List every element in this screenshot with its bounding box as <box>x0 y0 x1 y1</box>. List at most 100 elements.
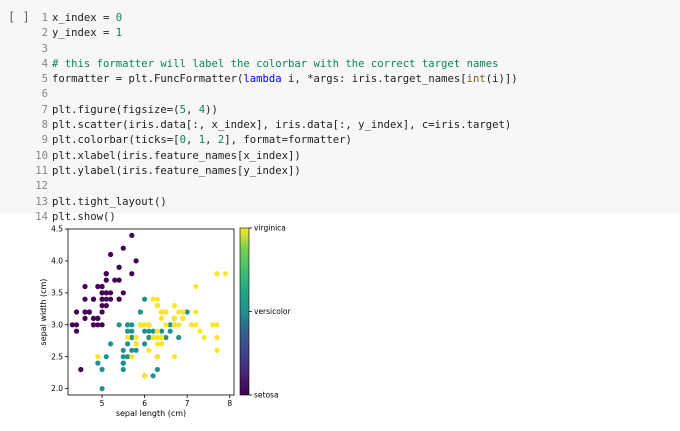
code-token: 0 <box>115 12 123 24</box>
code-line[interactable]: 2 y_index = 1 <box>30 26 518 41</box>
run-cell-button[interactable]: [ ] <box>8 10 30 24</box>
code-token: i, *args: iris.target_names[ <box>281 73 467 86</box>
data-point-virginica <box>154 334 160 341</box>
data-point-versicolor <box>176 334 182 341</box>
y-tick-label: 4.0 <box>51 257 63 266</box>
data-point-setosa <box>99 283 105 290</box>
y-tick-label: 3.0 <box>51 320 63 329</box>
colorbar <box>239 227 250 396</box>
code-token: x_index = <box>52 12 116 24</box>
data-point-virginica <box>154 341 160 347</box>
data-point-virginica <box>163 322 169 328</box>
code-line[interactable]: 13 plt.tight_layout() <box>30 195 518 210</box>
data-point-versicolor <box>125 354 131 360</box>
data-point-versicolor <box>129 334 135 341</box>
data-point-setosa <box>95 322 101 328</box>
data-point-virginica <box>154 296 160 302</box>
data-point-virginica <box>159 341 165 347</box>
data-point-virginica <box>154 354 160 360</box>
data-point-setosa <box>99 303 105 309</box>
data-point-setosa <box>103 271 109 277</box>
colorbar-label-virginica: virginica <box>254 224 286 233</box>
code-line[interactable]: 8 plt.scatter(iris.data[:, x_index], iris… <box>30 118 518 133</box>
code-editor[interactable]: 1 x_index = 0 2 y_index = 1 3 4 # this formatt… <box>30 11 518 225</box>
data-point-virginica <box>125 334 131 341</box>
scatter-chart: 5 6 7 8 2.0 2.5 3.0 3.5 4.0 4.5 sepal length (cm)… <box>39 224 292 418</box>
data-point-virginica <box>188 322 194 328</box>
cell-output: 5 6 7 8 2.0 2.5 3.0 3.5 4.0 4.5 sepal length (cm)… <box>0 213 680 427</box>
code-token: lambda <box>243 73 282 86</box>
code-token: 2 <box>217 134 225 147</box>
data-point-setosa <box>99 322 105 328</box>
code-token: , <box>205 134 218 147</box>
code-line[interactable]: 11 plt.ylabel(iris.feature_names[y_index]… <box>30 164 518 179</box>
data-point-versicolor <box>154 366 160 373</box>
data-point-versicolor <box>184 309 190 315</box>
data-point-virginica <box>129 354 135 360</box>
data-point-setosa <box>103 290 109 296</box>
data-point-virginica <box>222 271 229 277</box>
code-token: plt.colorbar(ticks=[ <box>52 134 180 147</box>
data-point-setosa <box>108 290 114 296</box>
data-point-setosa <box>99 309 105 315</box>
data-point-virginica <box>176 322 182 328</box>
data-point-virginica <box>154 328 160 334</box>
data-point-setosa <box>133 258 139 264</box>
code-token: formatter = plt.FuncFormatter( <box>52 73 244 86</box>
colorbar-label-setosa: setosa <box>254 391 279 400</box>
code-line[interactable]: 10 plt.xlabel(iris.feature_names[x_index]… <box>30 149 518 164</box>
code-token: 0 <box>179 134 186 147</box>
data-point-versicolor <box>129 347 135 353</box>
data-point-versicolor <box>125 328 131 334</box>
code-token: # this formatter will label the colorbar… <box>52 57 499 70</box>
data-point-virginica <box>214 322 220 328</box>
code-line[interactable]: 14 plt.show() <box>30 210 518 225</box>
code-token: 1 <box>115 27 123 40</box>
data-point-setosa <box>129 271 135 277</box>
data-point-virginica <box>146 322 152 328</box>
line-number: 9 <box>41 134 48 147</box>
code-token: plt.show() <box>52 210 116 223</box>
data-point-virginica <box>154 303 160 309</box>
line-number: 10 <box>35 149 48 162</box>
code-line[interactable]: 7 plt.figure(figsize=(5, 4)) <box>30 103 518 118</box>
data-point-setosa <box>82 283 88 290</box>
data-point-setosa <box>95 283 101 290</box>
code-cell[interactable]: [ ] 1 x_index = 0 2 y_index = 1 3 4 # this for… <box>0 0 680 223</box>
code-token: (i)]) <box>485 73 518 86</box>
data-point-virginica <box>193 283 199 290</box>
data-point-virginica <box>171 303 177 309</box>
code-line[interactable]: 6 <box>30 87 518 102</box>
code-line[interactable]: 3 <box>30 42 518 57</box>
data-point-setosa <box>73 309 80 315</box>
data-point-setosa <box>116 277 122 283</box>
data-point-versicolor <box>108 341 114 347</box>
data-point-virginica <box>95 354 101 360</box>
code-line[interactable]: 1 x_index = 0 <box>30 11 518 26</box>
line-number: 5 <box>41 73 48 86</box>
data-point-versicolor <box>125 322 131 328</box>
data-point-virginica <box>210 322 216 328</box>
data-point-setosa <box>86 309 92 315</box>
data-point-setosa <box>95 315 101 321</box>
data-point-virginica <box>180 315 186 321</box>
data-point-versicolor <box>116 322 122 328</box>
data-point-virginica <box>171 354 177 360</box>
x-tick-label: 5 <box>100 399 105 408</box>
data-point-virginica <box>193 309 199 315</box>
data-point-versicolor <box>159 328 165 334</box>
data-point-setosa <box>120 245 126 251</box>
data-point-versicolor <box>142 296 148 302</box>
line-number: 1 <box>41 12 48 24</box>
data-point-setosa <box>103 277 109 283</box>
code-line[interactable]: 5 formatter = plt.FuncFormatter(lambda i,… <box>30 72 518 87</box>
line-number: 6 <box>41 88 48 101</box>
data-point-versicolor <box>125 341 131 347</box>
code-line[interactable]: 4 # this formatter will label the colorba… <box>30 57 518 72</box>
code-line[interactable]: 9 plt.colorbar(ticks=[0, 1, 2], format=fo… <box>30 133 518 148</box>
data-point-virginica <box>142 322 148 328</box>
data-point-versicolor <box>150 373 156 379</box>
data-point-virginica <box>214 347 220 353</box>
data-point-versicolor <box>120 360 126 366</box>
code-line[interactable]: 12 <box>30 179 518 194</box>
